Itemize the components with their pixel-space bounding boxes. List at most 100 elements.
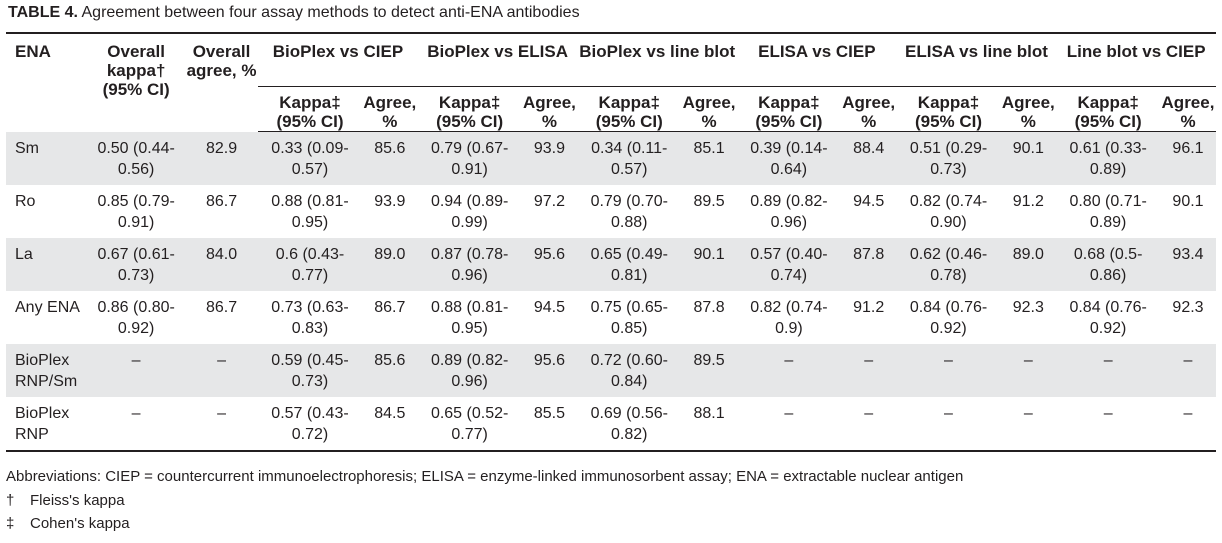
cell-kappa: – [896,344,1001,397]
cell-kappa: 0.69 (0.56-0.82) [577,397,682,452]
double-dagger-text: Cohen's kappa [30,515,130,532]
header-agree: Agree, % [840,86,897,132]
cell-kappa: 0.68 (0.5-0.86) [1056,238,1160,291]
cell-kappa: 0.65 (0.49-0.81) [577,238,682,291]
cell-kappa: 0.87 (0.78-0.96) [417,238,522,291]
cell-kappa: 0.75 (0.65-0.85) [590,299,668,337]
cell-agree: 93.9 [521,131,578,185]
cell-agree: 89.5 [681,344,738,397]
cell-agree: 94.5 [533,299,566,316]
cell-agree: – [1160,344,1216,397]
cell-overall-agree: 86.7 [205,299,238,316]
cell-overall-kappa: 0.86 (0.80-0.92) [97,299,175,337]
cell-agree: 85.1 [681,131,738,185]
cell-kappa: 0.72 (0.60-0.84) [577,344,682,397]
cell-agree: 93.9 [374,193,406,210]
cell-kappa: 0.59 (0.45-0.73) [258,344,362,397]
cell-agree: 95.6 [521,344,578,397]
cell-overall-kappa: – [87,344,185,397]
header-pair-elisa-lineblot: ELISA vs line blot [896,32,1057,87]
table-row: BioPlex RNP/Sm – – 0.59 (0.45-0.73) 85.6… [6,344,1216,397]
cell-kappa: 0.57 (0.43-0.72) [258,397,362,452]
cell-kappa: – [737,397,841,452]
table-row: Sm 0.50 (0.44-0.56) 82.9 0.33 (0.09-0.57… [6,131,1216,185]
cell-ena: BioPlex RNP/Sm [6,344,88,397]
cell-agree: – [840,397,897,452]
cell-agree: 90.1 [1172,193,1204,210]
table-label: TABLE 4. [8,4,78,21]
cell-ena: Sm [6,131,88,185]
cell-agree: 92.3 [1012,299,1044,316]
header-row-secondary: Kappa‡ (95% CI) Agree, % Kappa‡ (95% CI)… [6,86,1216,132]
table-row: BioPlex RNP – – 0.57 (0.43-0.72) 84.5 0.… [6,397,1216,452]
header-agree: Agree, % [1000,86,1057,132]
header-kappa: Kappa‡ (95% CI) [737,86,841,132]
cell-kappa: – [896,397,1001,452]
cell-agree: – [1160,397,1216,452]
table-caption: TABLE 4. Agreement between four assay me… [8,4,580,22]
double-dagger-symbol: ‡ [6,515,15,532]
cell-agree: – [1000,344,1057,397]
header-kappa: Kappa‡ (95% CI) [417,86,522,132]
cell-kappa: 0.84 (0.76-0.92) [909,299,988,337]
cell-kappa: 0.89 (0.82-0.96) [417,344,522,397]
cell-kappa: 0.84 (0.76-0.92) [1069,299,1147,337]
table-title: Agreement between four assay methods to … [77,4,580,21]
header-agree: Agree, % [681,86,738,132]
dagger-text: Fleiss's kappa [30,492,125,509]
cell-kappa: 0.61 (0.33-0.89) [1056,131,1160,185]
header-kappa: Kappa‡ (95% CI) [896,86,1001,132]
footnote-abbreviations: Abbreviations: CIEP = countercurrent imm… [6,468,964,485]
cell-kappa: 0.79 (0.67-0.91) [417,131,522,185]
cell-agree: 86.7 [374,299,406,316]
header-ena: ENA [6,32,88,132]
header-agree: Agree, % [1160,86,1216,132]
cell-ena: La [6,238,88,291]
cell-kappa: 0.88 (0.81-0.95) [430,299,509,337]
cell-overall-agree: – [184,397,259,452]
cell-kappa: 0.33 (0.09-0.57) [258,131,362,185]
cell-agree: 88.4 [840,131,897,185]
cell-agree: 89.0 [361,238,418,291]
header-row-primary: ENA Overall kappa† (95% CI) Overall agre… [6,32,1216,132]
cell-kappa: 0.34 (0.11-0.57) [577,131,682,185]
header-kappa: Kappa‡ (95% CI) [1056,86,1160,132]
dagger-symbol: † [6,492,15,509]
header-pair-bioplex-elisa: BioPlex vs ELISA [417,32,578,87]
cell-agree: 89.5 [693,193,725,210]
cell-agree: 85.5 [521,397,578,452]
cell-agree: 89.0 [1000,238,1057,291]
cell-agree: 90.1 [681,238,738,291]
header-pair-bioplex-ciep: BioPlex vs CIEP [258,32,418,87]
cell-kappa: 0.73 (0.63-0.83) [271,299,349,337]
table-row: Ro 0.85 (0.79-0.91) 86.7 0.88 (0.81-0.95… [6,185,1216,238]
cell-agree: – [840,344,897,397]
cell-overall-agree: 82.9 [184,131,259,185]
footnote-dagger: † Fleiss's kappa [6,492,125,509]
table-row: La 0.67 (0.61-0.73) 84.0 0.6 (0.43-0.77)… [6,238,1216,291]
footnote-double-dagger: ‡ Cohen's kappa [6,515,130,532]
header-pair-bioplex-lineblot: BioPlex vs line blot [577,32,738,87]
cell-agree: 92.3 [1172,299,1204,316]
cell-ena: Ro [15,193,36,210]
cell-kappa: – [737,344,841,397]
cell-overall-kappa: 0.67 (0.61-0.73) [87,238,185,291]
header-agree: Agree, % [521,86,578,132]
cell-agree: 96.1 [1160,131,1216,185]
cell-agree: 88.1 [681,397,738,452]
cell-agree: 97.2 [533,193,566,210]
table-row: Any ENA 0.86 (0.80-0.92) 86.7 0.73 (0.63… [6,291,1216,344]
cell-kappa: 0.57 (0.40-0.74) [737,238,841,291]
header-agree: Agree, % [361,86,418,132]
cell-kappa: 0.6 (0.43-0.77) [258,238,362,291]
cell-kappa: 0.51 (0.29-0.73) [896,131,1001,185]
cell-overall-kappa: 0.50 (0.44-0.56) [87,131,185,185]
cell-ena: BioPlex RNP [6,397,88,452]
cell-agree: 87.8 [840,238,897,291]
cell-overall-agree: 86.7 [205,193,238,210]
cell-kappa: 0.39 (0.14-0.64) [737,131,841,185]
cell-kappa: 0.82 (0.74-0.9) [750,299,828,337]
header-pair-elisa-ciep: ELISA vs CIEP [737,32,897,87]
header-kappa: Kappa‡ (95% CI) [258,86,362,132]
cell-agree: 95.6 [521,238,578,291]
